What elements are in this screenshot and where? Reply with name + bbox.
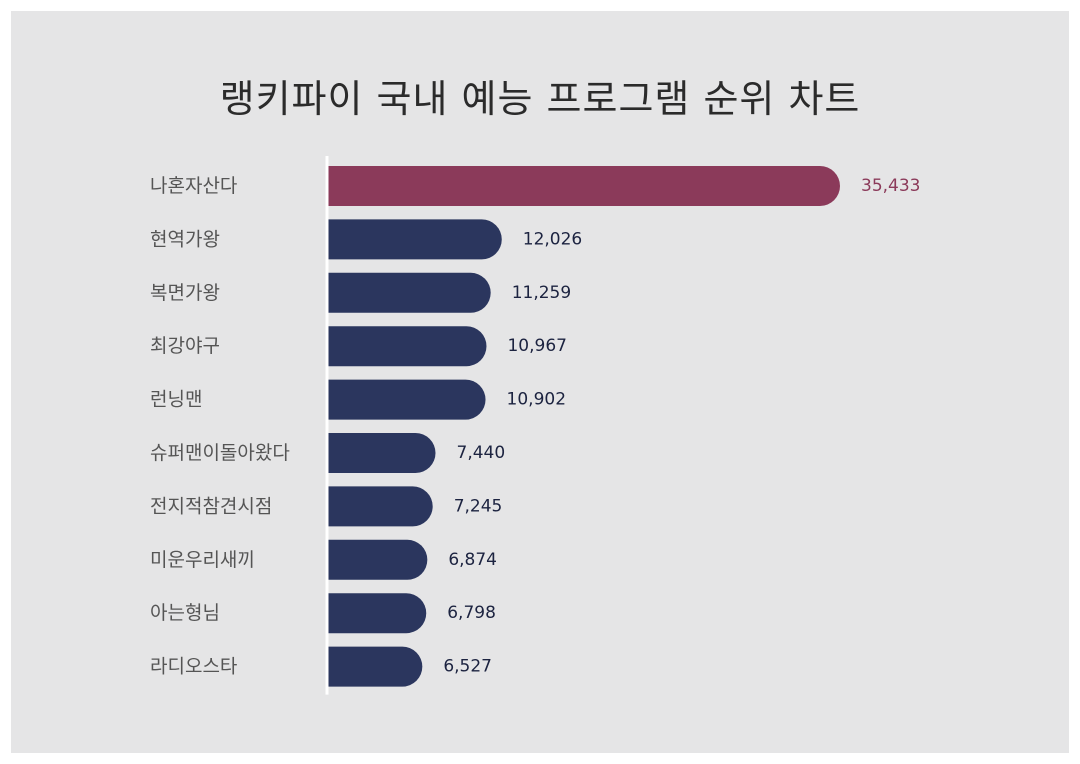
chart-background bbox=[11, 11, 1069, 753]
value-label: 12,026 bbox=[523, 229, 582, 249]
value-label: 7,245 bbox=[454, 496, 503, 516]
category-label: 라디오스타 bbox=[150, 656, 237, 678]
bar bbox=[328, 433, 436, 473]
bar bbox=[328, 166, 840, 206]
category-label: 런닝맨 bbox=[150, 389, 202, 411]
bar bbox=[328, 593, 427, 634]
bar bbox=[328, 219, 502, 260]
value-label: 6,798 bbox=[447, 603, 496, 623]
category-label: 나혼자산다 bbox=[150, 175, 237, 197]
value-label: 11,259 bbox=[512, 283, 571, 303]
bar bbox=[328, 486, 433, 527]
value-label: 6,874 bbox=[448, 550, 497, 570]
value-label: 10,902 bbox=[507, 390, 566, 410]
category-label: 최강야구 bbox=[150, 335, 220, 357]
category-label: 복면가왕 bbox=[150, 282, 220, 304]
value-label: 6,527 bbox=[443, 657, 492, 677]
bar bbox=[328, 326, 487, 367]
value-label: 7,440 bbox=[457, 443, 506, 463]
category-label: 현역가왕 bbox=[150, 228, 220, 250]
category-label: 아는형님 bbox=[150, 602, 220, 624]
bar bbox=[328, 539, 428, 580]
category-label: 슈퍼맨이돌아왔다 bbox=[150, 442, 290, 464]
bar bbox=[328, 646, 423, 687]
value-label: 35,433 bbox=[861, 176, 920, 196]
category-label: 미운우리새끼 bbox=[150, 549, 255, 571]
value-label: 10,967 bbox=[507, 336, 566, 356]
bar bbox=[328, 272, 491, 313]
category-label: 전지적참견시점 bbox=[150, 495, 272, 517]
chart-title: 랭키파이 국내 예능 프로그램 순위 차트 bbox=[219, 77, 861, 121]
bar bbox=[328, 379, 486, 420]
